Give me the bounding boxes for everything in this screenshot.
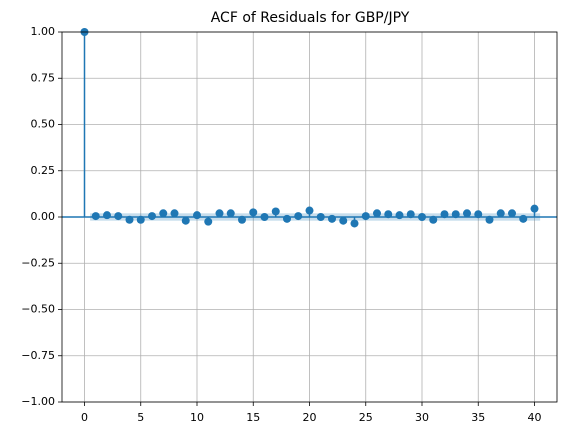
point (148, 212, 156, 221)
x-tick-label: 0 (81, 411, 88, 424)
point (328, 214, 336, 223)
point (373, 209, 381, 218)
point (350, 219, 359, 228)
y-tick-label: 0.00 (31, 210, 56, 223)
x-tick-label: 20 (303, 411, 317, 424)
point (114, 212, 123, 221)
y-tick-label: 1.00 (31, 25, 56, 38)
point (271, 207, 280, 216)
point (361, 212, 370, 221)
x-tick-label: 35 (471, 411, 485, 424)
point (463, 209, 471, 218)
point (496, 209, 505, 218)
point (170, 209, 179, 218)
y-tick-label: −1.00 (21, 395, 55, 408)
point (440, 210, 449, 219)
point (451, 210, 460, 219)
point (159, 209, 168, 218)
point (418, 213, 426, 221)
point (519, 214, 528, 223)
point (260, 213, 269, 221)
point (125, 215, 134, 224)
point (474, 210, 483, 219)
x-tick-label: 10 (190, 411, 204, 424)
point (283, 214, 291, 223)
point (508, 209, 516, 218)
point (249, 208, 258, 217)
point (384, 210, 393, 219)
point (485, 215, 494, 224)
point (294, 212, 303, 221)
x-tick-label: 25 (359, 411, 373, 424)
point (429, 215, 438, 224)
plot-frame (61, 31, 558, 403)
point (395, 211, 404, 220)
y-tick-label: 0.75 (31, 71, 56, 84)
y-tick-label: −0.25 (21, 256, 55, 269)
y-tick-label: −0.75 (21, 349, 55, 362)
point (316, 213, 325, 221)
x-tick-label: 15 (246, 411, 260, 424)
point (339, 216, 348, 225)
x-tick-label: 5 (137, 411, 144, 424)
point (530, 204, 539, 213)
point (193, 211, 201, 220)
point (103, 211, 111, 220)
point (181, 216, 190, 225)
point (91, 212, 100, 221)
point (136, 215, 145, 224)
point (215, 209, 224, 218)
point (226, 209, 235, 218)
chart-title: ACF of Residuals for GBP/JPY (211, 10, 410, 26)
point (238, 215, 246, 224)
x-tick-label: 30 (415, 411, 429, 424)
y-tick-label: 0.25 (31, 164, 56, 177)
point (406, 210, 415, 219)
point (305, 206, 314, 215)
x-tick-label: 40 (528, 411, 542, 424)
y-tick-label: 0.50 (31, 118, 56, 131)
y-tick-label: −0.50 (21, 303, 55, 316)
point (204, 217, 213, 226)
